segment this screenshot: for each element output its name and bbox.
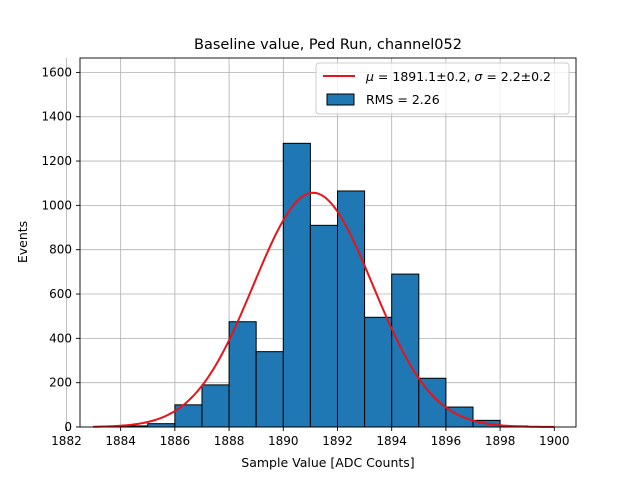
y-axis-label: Events	[15, 221, 30, 263]
legend-fit-label: μ = 1891.1±0.2, σ = 2.2±0.2	[365, 69, 551, 84]
y-tick-label: 1200	[41, 154, 72, 168]
legend-sigma-value: = 2.2±0.2	[482, 69, 551, 84]
y-tick-label: 200	[49, 376, 72, 390]
histogram-bar	[282, 142, 311, 428]
x-axis-ticks: 1882 1884 1886 1888 1890 1892 1894 1896 1898 1900	[51, 427, 570, 448]
x-tick-label: 1886	[160, 434, 191, 448]
legend-mu-symbol: μ	[365, 69, 374, 84]
legend-mu-value: = 1891.1±0.2,	[374, 69, 474, 84]
x-tick-label: 1888	[214, 434, 245, 448]
x-axis-label: Sample Value [ADC Counts]	[241, 455, 414, 470]
histogram-bar	[336, 190, 366, 428]
x-tick-label: 1884	[105, 434, 136, 448]
legend-hist-swatch	[326, 93, 355, 106]
legend-hist-label: RMS = 2.26	[366, 92, 440, 107]
x-tick-label: 1892	[322, 434, 353, 448]
histogram-bar	[228, 321, 257, 428]
y-tick-label: 600	[49, 287, 72, 301]
y-tick-label: 1600	[41, 65, 72, 79]
histogram-bar	[201, 384, 230, 428]
histogram-bar	[364, 316, 393, 428]
y-tick-label: 800	[49, 243, 72, 257]
x-tick-label: 1900	[539, 434, 570, 448]
x-tick-label: 1896	[431, 434, 462, 448]
legend: μ = 1891.1±0.2, σ = 2.2±0.2 RMS = 2.26	[315, 62, 570, 115]
y-tick-label: 400	[49, 331, 72, 345]
y-axis-ticks: 0 200 400 600 800 1000 1200 1400 1600	[41, 65, 80, 434]
x-tick-label: 1890	[268, 434, 299, 448]
x-tick-label: 1894	[376, 434, 407, 448]
x-tick-label: 1882	[51, 434, 82, 448]
gaussian-fit-curve	[93, 191, 555, 428]
y-tick-label: 1000	[41, 198, 72, 212]
histogram-bar	[391, 273, 420, 428]
histogram-bar	[255, 351, 284, 428]
legend-box	[315, 62, 570, 115]
chart-title: Baseline value, Ped Run, channel052	[194, 37, 462, 53]
legend-sigma-symbol: σ	[474, 69, 483, 84]
x-tick-label: 1898	[485, 434, 516, 448]
histogram-bar	[147, 423, 176, 428]
histogram-bar	[309, 224, 338, 428]
y-tick-label: 0	[64, 420, 72, 434]
y-tick-label: 1400	[41, 110, 72, 124]
axes-frame	[79, 57, 577, 428]
